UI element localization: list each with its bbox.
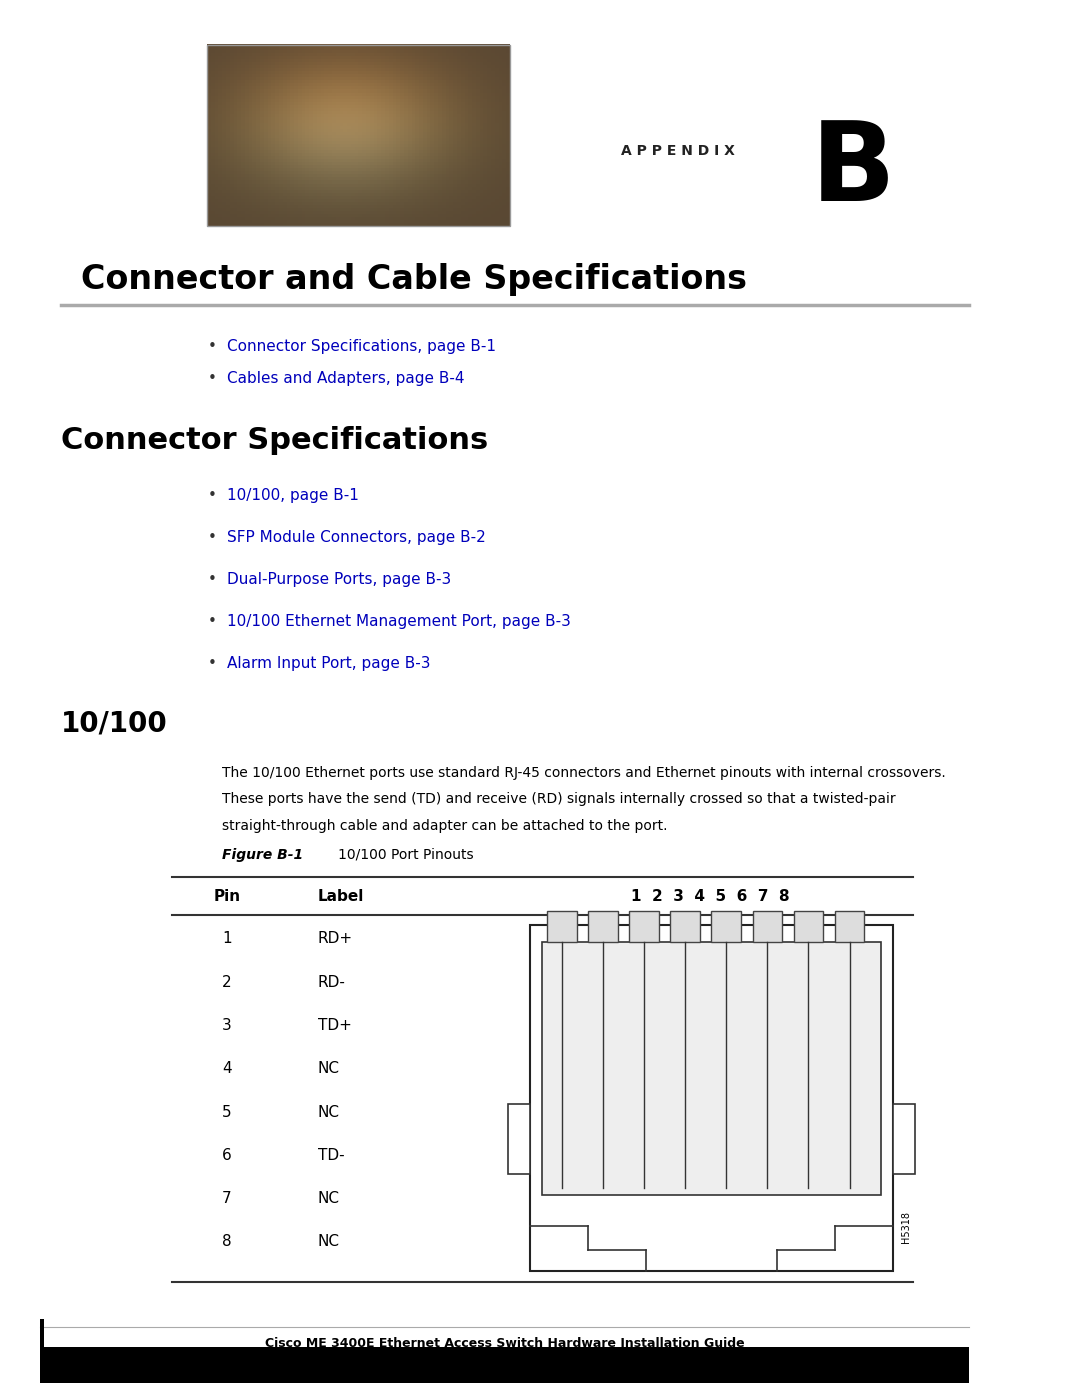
Text: •: • (207, 489, 216, 503)
FancyBboxPatch shape (40, 1347, 969, 1383)
Text: 10/100, page B-1: 10/100, page B-1 (227, 489, 359, 503)
Text: Dual-Purpose Ports, page B-3: Dual-Purpose Ports, page B-3 (227, 573, 451, 587)
Text: 10/100 Port Pinouts: 10/100 Port Pinouts (338, 848, 474, 862)
FancyBboxPatch shape (530, 925, 893, 1271)
Text: TD-: TD- (318, 1148, 345, 1162)
Text: B: B (810, 117, 895, 224)
Text: Alarm Input Port, page B-3: Alarm Input Port, page B-3 (227, 657, 431, 671)
FancyBboxPatch shape (546, 911, 577, 942)
Text: 8: 8 (222, 1235, 232, 1249)
Text: NC: NC (318, 1062, 340, 1076)
Text: 6: 6 (222, 1148, 232, 1162)
FancyBboxPatch shape (588, 911, 618, 942)
Text: Cables and Adapters, page B-4: Cables and Adapters, page B-4 (227, 372, 464, 386)
Text: 1  2  3  4  5  6  7  8: 1 2 3 4 5 6 7 8 (631, 890, 789, 904)
Text: Connector Specifications, page B-1: Connector Specifications, page B-1 (227, 339, 496, 353)
Text: 3: 3 (222, 1018, 232, 1032)
FancyBboxPatch shape (630, 911, 659, 942)
Text: RD-: RD- (318, 975, 346, 989)
Text: RD+: RD+ (318, 932, 353, 946)
Text: 10/100: 10/100 (60, 710, 167, 738)
Text: SFP Module Connectors, page B-2: SFP Module Connectors, page B-2 (227, 531, 486, 545)
Text: These ports have the send (TD) and receive (RD) signals internally crossed so th: These ports have the send (TD) and recei… (222, 792, 895, 806)
Text: Cisco ME 3400E Ethernet Access Switch Hardware Installation Guide: Cisco ME 3400E Ethernet Access Switch Ha… (265, 1337, 744, 1351)
Text: 1: 1 (222, 932, 232, 946)
Text: NC: NC (318, 1192, 340, 1206)
Text: •: • (207, 657, 216, 671)
Text: Connector and Cable Specifications: Connector and Cable Specifications (81, 263, 746, 296)
Text: Label: Label (318, 890, 364, 904)
Text: •: • (207, 531, 216, 545)
FancyBboxPatch shape (712, 911, 741, 942)
FancyBboxPatch shape (893, 1104, 915, 1173)
FancyBboxPatch shape (794, 911, 823, 942)
Text: Figure B-1: Figure B-1 (222, 848, 303, 862)
FancyBboxPatch shape (542, 942, 881, 1194)
FancyBboxPatch shape (753, 911, 782, 942)
Text: 2: 2 (222, 975, 232, 989)
Text: A P P E N D I X: A P P E N D I X (621, 144, 734, 158)
Text: TD+: TD+ (318, 1018, 352, 1032)
Text: straight-through cable and adapter can be attached to the port.: straight-through cable and adapter can b… (222, 819, 667, 833)
Text: NC: NC (318, 1235, 340, 1249)
Text: Pin: Pin (214, 890, 241, 904)
Text: •: • (207, 615, 216, 629)
Text: 7: 7 (222, 1192, 232, 1206)
Text: B-1: B-1 (875, 1358, 901, 1372)
FancyBboxPatch shape (508, 1104, 530, 1173)
Text: OL-16447-01: OL-16447-01 (55, 1358, 136, 1372)
FancyBboxPatch shape (40, 1319, 44, 1347)
Text: NC: NC (318, 1105, 340, 1119)
Text: Connector Specifications: Connector Specifications (60, 426, 488, 454)
Text: •: • (207, 573, 216, 587)
FancyBboxPatch shape (835, 911, 864, 942)
Text: 10/100 Ethernet Management Port, page B-3: 10/100 Ethernet Management Port, page B-… (227, 615, 571, 629)
FancyBboxPatch shape (671, 911, 700, 942)
Text: The 10/100 Ethernet ports use standard RJ-45 connectors and Ethernet pinouts wit: The 10/100 Ethernet ports use standard R… (222, 766, 946, 780)
Text: •: • (207, 372, 216, 386)
Text: 4: 4 (222, 1062, 232, 1076)
Text: •: • (207, 339, 216, 353)
Text: H5318: H5318 (901, 1211, 912, 1243)
Text: 5: 5 (222, 1105, 232, 1119)
